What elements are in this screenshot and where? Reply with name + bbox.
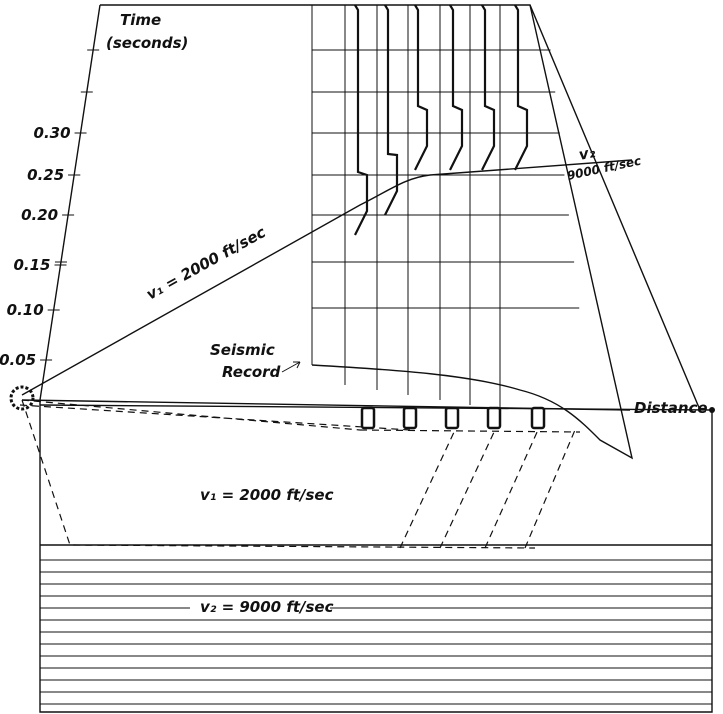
geophone	[488, 408, 500, 428]
layer2-label: v₂ = 9000 ft/sec	[200, 598, 334, 616]
geophone	[532, 408, 544, 428]
tick-label: 0.20	[21, 206, 58, 224]
tick-label: 0.25	[27, 166, 64, 184]
layer-lines	[40, 545, 712, 704]
geophone	[362, 408, 374, 428]
tick-label: 0.30	[34, 124, 71, 142]
refracted-v: v₂	[577, 143, 597, 164]
record-label: Seismic	[210, 341, 275, 359]
travel-time-line	[22, 160, 632, 395]
refracted-speed: 9000 ft/sec	[566, 154, 643, 183]
record-label: Record	[222, 363, 281, 381]
tick-label: 0.15	[13, 256, 50, 274]
geophone	[404, 408, 416, 428]
diagram: 0.300.250.200.150.100.05 Time (seconds) …	[0, 0, 723, 714]
geophone	[446, 408, 458, 428]
geophones	[362, 408, 544, 428]
axis-unit: (seconds)	[106, 34, 188, 52]
layer1-label: v₁ = 2000 ft/sec	[200, 486, 334, 504]
ray-paths-up	[360, 430, 580, 548]
trace	[355, 5, 367, 235]
trace	[482, 5, 494, 170]
trace	[385, 5, 397, 215]
tick-label: 0.05	[0, 351, 36, 369]
record-arrow	[282, 362, 300, 372]
trace	[415, 5, 427, 170]
box-edges	[40, 5, 712, 410]
axis-title: Time	[120, 11, 161, 29]
record-edge	[312, 5, 632, 458]
time-axis: 0.30 0.25 0.20 0.15 0.10 0.05	[0, 50, 99, 369]
tick-label: 0.10	[7, 301, 44, 319]
distance-label: Distance	[634, 399, 708, 417]
record-grid	[312, 5, 579, 410]
axis-end	[709, 407, 715, 413]
trace	[515, 5, 527, 170]
seismic-traces	[355, 5, 527, 235]
trace	[450, 5, 462, 170]
